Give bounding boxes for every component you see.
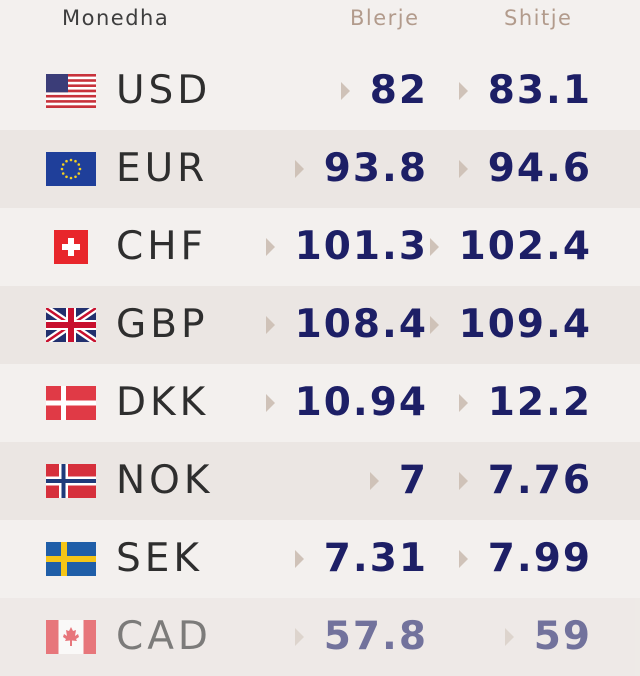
sell-cell: 59 — [372, 614, 592, 659]
flag — [46, 386, 96, 420]
buy-cell: 10.94 — [208, 380, 428, 425]
buy-rate: 57.8 — [323, 614, 428, 659]
sell-rate: 12.2 — [487, 380, 592, 425]
currency-row: USD 82 83.1 — [0, 52, 640, 130]
currency-row: CAD 57.8 59 — [0, 598, 640, 676]
sell-rate: 102.4 — [458, 224, 592, 269]
flag — [46, 74, 96, 108]
sell-rate: 109.4 — [458, 302, 592, 347]
buy-cell: 7.31 — [208, 536, 428, 581]
sell-rate: 7.99 — [487, 536, 592, 581]
buy-rate: 10.94 — [294, 380, 428, 425]
currency-code: CAD — [116, 614, 212, 659]
currency-code: DKK — [116, 380, 210, 425]
currency-row: GBP 108.4 109.4 — [0, 286, 640, 364]
flag — [46, 152, 96, 186]
currency-code: USD — [116, 68, 212, 113]
sell-cell: 109.4 — [372, 302, 592, 347]
currency-code: EUR — [116, 146, 209, 191]
currency-code: SEK — [116, 536, 203, 581]
buy-rate: 7 — [398, 458, 428, 503]
currency-row: EUR 93.8 94.6 — [0, 130, 640, 208]
buy-cell: 93.8 — [208, 146, 428, 191]
currency-code: NOK — [116, 458, 214, 503]
buy-rate: 108.4 — [294, 302, 428, 347]
header-sell: Shitje — [504, 6, 573, 30]
sell-cell: 7.76 — [372, 458, 592, 503]
buy-cell: 57.8 — [208, 614, 428, 659]
currency-row: NOK 7 7.76 — [0, 442, 640, 520]
buy-rate: 93.8 — [323, 146, 428, 191]
sell-cell: 102.4 — [372, 224, 592, 269]
sell-rate: 7.76 — [487, 458, 592, 503]
flag — [46, 464, 96, 498]
currency-row: CHF 101.3 102.4 — [0, 208, 640, 286]
buy-rate: 82 — [369, 68, 428, 113]
buy-rate: 7.31 — [323, 536, 428, 581]
currency-code: GBP — [116, 302, 209, 347]
flag — [46, 620, 96, 654]
header-currency: Monedha — [62, 6, 170, 30]
buy-rate: 101.3 — [294, 224, 428, 269]
buy-cell: 101.3 — [208, 224, 428, 269]
sell-cell: 7.99 — [372, 536, 592, 581]
buy-cell: 108.4 — [208, 302, 428, 347]
buy-cell: 82 — [208, 68, 428, 113]
sell-cell: 83.1 — [372, 68, 592, 113]
header-buy: Blerje — [350, 6, 420, 30]
flag — [54, 230, 88, 264]
buy-cell: 7 — [208, 458, 428, 503]
sell-cell: 12.2 — [372, 380, 592, 425]
flag — [46, 308, 96, 342]
flag — [46, 542, 96, 576]
sell-rate: 59 — [533, 614, 592, 659]
currency-code: CHF — [116, 224, 207, 269]
sell-rate: 83.1 — [487, 68, 592, 113]
currency-row: DKK 10.94 12.2 — [0, 364, 640, 442]
sell-cell: 94.6 — [372, 146, 592, 191]
currency-row: SEK 7.31 7.99 — [0, 520, 640, 598]
sell-rate: 94.6 — [487, 146, 592, 191]
